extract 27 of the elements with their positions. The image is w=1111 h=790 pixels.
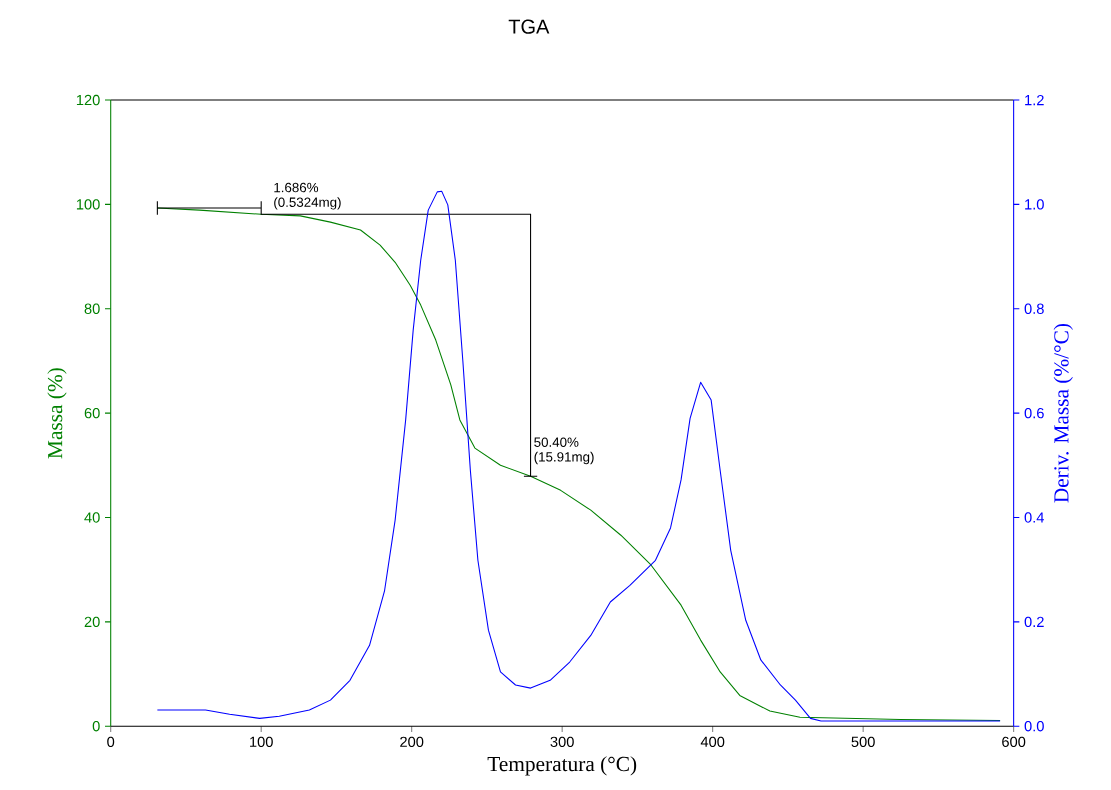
x-tick-label: 600: [1002, 736, 1026, 748]
y-tick-label: 0: [92, 721, 100, 732]
y-tick-label: 100: [76, 199, 100, 210]
x-tick-label: 200: [400, 736, 424, 748]
x-tick-label: 100: [250, 736, 273, 748]
y2-tick-label: 0.6: [1024, 408, 1044, 419]
annotation: 1.686% (0.5324mg): [274, 183, 341, 210]
y-tick-label: 20: [84, 616, 100, 628]
y2-tick-label: 0.0: [1024, 721, 1044, 732]
x-tick-label: 0: [107, 736, 115, 748]
y-tick-label: 80: [84, 303, 100, 315]
y2-tick-label: 0.8: [1024, 303, 1044, 315]
x-tick-label: 300: [550, 736, 574, 748]
x-tick-label: 400: [700, 736, 725, 748]
y-tick-label: 40: [84, 512, 100, 523]
y-tick-label: 120: [76, 95, 100, 106]
x-axis-title: Temperatura (°C): [487, 756, 637, 776]
y-axis-title: Massa (%): [47, 368, 67, 459]
y2-tick-label: 0.2: [1024, 616, 1044, 628]
y2-tick-label: 0.4: [1024, 512, 1044, 523]
y2-tick-label: 1.2: [1025, 95, 1044, 106]
y-tick-label: 60: [84, 408, 100, 419]
y2-tick-label: 1.0: [1025, 199, 1044, 210]
chart-title: TGA: [508, 19, 550, 34]
x-tick-label: 500: [851, 736, 875, 748]
annotation: 50.40% (15.91mg): [534, 437, 594, 465]
y2-axis-title: Deriv. Massa (%/°C): [1053, 324, 1073, 503]
